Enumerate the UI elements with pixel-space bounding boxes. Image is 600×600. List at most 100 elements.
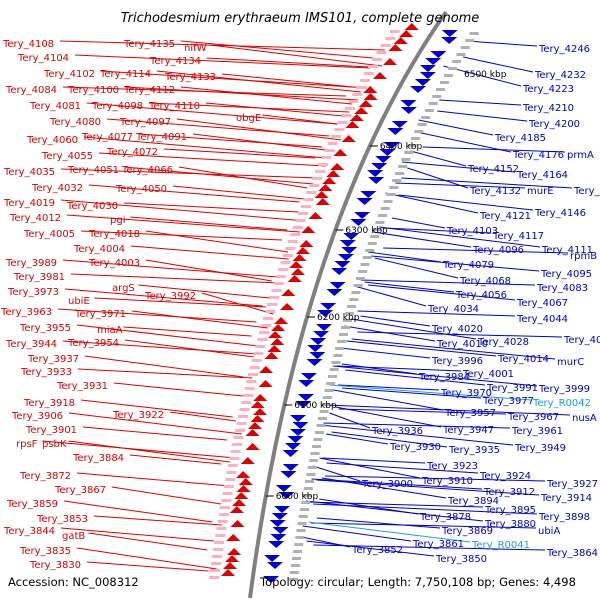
gene-label-forward[interactable]: Tery_3989 — [5, 258, 57, 269]
gene-label-reverse[interactable]: Tery_4132 — [469, 186, 521, 197]
gene-label-forward[interactable]: Tery_4050 — [115, 184, 167, 195]
gene-label-reverse[interactable]: Tery_3984 — [418, 372, 470, 383]
gene-label-forward[interactable]: Tery_4060 — [26, 135, 78, 146]
gene-label-reverse[interactable]: Tery_4014 — [497, 354, 549, 365]
gene-label-forward[interactable]: Tery_4035 — [3, 167, 55, 178]
gene-label-reverse[interactable]: Tery_4045 — [563, 335, 600, 346]
gene-label-forward[interactable]: Tery_4019 — [3, 198, 55, 209]
gene-label-reverse[interactable]: Tery_3878 — [419, 512, 471, 523]
gene-label-reverse[interactable]: murE — [527, 186, 554, 197]
gene-label-forward[interactable]: Tery_4081 — [29, 101, 81, 112]
gene-label-reverse[interactable]: Tery_4232 — [534, 70, 586, 81]
gene-label-forward[interactable]: Tery_3955 — [19, 323, 71, 334]
gene-label-forward[interactable]: gatB — [62, 531, 85, 542]
gene-label-forward[interactable]: Tery_4091 — [135, 132, 187, 143]
gene-label-forward[interactable]: Tery_3830 — [29, 560, 81, 571]
gene-label-forward[interactable]: nifW — [184, 43, 207, 54]
gene-label-reverse[interactable]: rpmB — [570, 251, 597, 262]
gene-label-reverse[interactable]: Tery_4034 — [427, 304, 479, 315]
gene-label-reverse[interactable]: Tery_4068 — [459, 276, 511, 287]
gene-label-forward[interactable]: miaA — [97, 325, 123, 336]
gene-label-reverse[interactable]: Tery_3923 — [426, 461, 478, 472]
gene-label-reverse[interactable]: Tery_4020 — [431, 324, 483, 335]
gene-label-forward[interactable]: Tery_4112 — [123, 85, 175, 96]
gene-label-reverse[interactable]: Tery_3852 — [351, 545, 403, 556]
gene-label-forward[interactable]: Tery_4097 — [119, 117, 171, 128]
gene-label-reverse[interactable]: Tery_R0042 — [532, 398, 591, 409]
gene-label-forward[interactable]: Tery_4108 — [2, 39, 54, 50]
gene-label-reverse[interactable]: Tery_3912 — [483, 487, 535, 498]
gene-label-forward[interactable]: Tery_4135 — [123, 39, 175, 50]
gene-label-reverse[interactable]: Tery_4152 — [467, 164, 519, 175]
gene-label-forward[interactable]: Tery_3992 — [144, 291, 196, 302]
gene-label-reverse[interactable]: Tery_3861 — [412, 539, 464, 550]
gene-label-reverse[interactable]: Tery_3898 — [538, 512, 590, 523]
gene-label-reverse[interactable]: Tery_4210 — [522, 103, 574, 114]
gene-label-reverse[interactable]: Tery_4067 — [516, 298, 568, 309]
gene-label-reverse[interactable]: Tery_3895 — [484, 505, 536, 516]
gene-label-reverse[interactable]: Tery_3880 — [484, 519, 536, 530]
gene-label-forward[interactable]: rpsF — [16, 439, 38, 450]
gene-label-forward[interactable]: Tery_3872 — [19, 471, 71, 482]
gene-label-forward[interactable]: Tery_4032 — [31, 183, 83, 194]
gene-label-reverse[interactable]: Tery_4083 — [536, 283, 588, 294]
gene-label-reverse[interactable]: Tery_4176 — [512, 150, 564, 161]
gene-label-reverse[interactable]: murC — [557, 357, 584, 368]
gene-label-reverse[interactable]: Tery_3949 — [514, 443, 566, 454]
gene-label-reverse[interactable]: nusA — [572, 413, 597, 424]
gene-label-reverse[interactable]: Tery_3936 — [371, 426, 423, 437]
gene-label-reverse[interactable]: Tery_4079 — [442, 260, 494, 271]
gene-label-forward[interactable]: Tery_3973 — [7, 287, 59, 298]
gene-label-forward[interactable]: Tery_4066 — [121, 165, 173, 176]
gene-label-reverse[interactable]: Tery_3927 — [546, 479, 598, 490]
gene-label-forward[interactable]: Tery_3944 — [5, 339, 57, 350]
gene-label-forward[interactable]: Tery_3859 — [6, 499, 58, 510]
gene-label-reverse[interactable]: Tery_4200 — [528, 119, 580, 130]
gene-label-reverse[interactable]: Tery_4044 — [516, 314, 568, 325]
gene-label-reverse[interactable]: Tery_4028 — [477, 337, 529, 348]
gene-label-forward[interactable]: Tery_3954 — [67, 338, 119, 349]
gene-label-forward[interactable]: Tery_3971 — [74, 309, 126, 320]
gene-label-forward[interactable]: Tery_3918 — [23, 398, 75, 409]
gene-label-reverse[interactable]: Tery_4117 — [492, 231, 544, 242]
gene-label-reverse[interactable]: Tery_4001 — [462, 369, 514, 380]
gene-label-reverse[interactable]: Tery_4010 — [436, 339, 488, 350]
gene-label-forward[interactable]: Tery_4104 — [17, 53, 69, 64]
gene-label-forward[interactable]: Tery_4134 — [149, 56, 201, 67]
gene-label-forward[interactable]: ubiE — [68, 296, 90, 307]
gene-label-reverse[interactable]: Tery_4103 — [446, 226, 498, 237]
gene-label-reverse[interactable]: Tery_4162 — [573, 186, 600, 197]
gene-label-forward[interactable]: Tery_3931 — [56, 381, 108, 392]
gene-label-reverse[interactable]: Tery_3991 — [486, 383, 538, 394]
gene-label-reverse[interactable]: Tery_3864 — [546, 548, 598, 559]
gene-label-reverse[interactable]: Tery_4111 — [541, 245, 593, 256]
gene-label-reverse[interactable]: Tery_4185 — [494, 133, 546, 144]
gene-label-forward[interactable]: Tery_4003 — [88, 258, 140, 269]
gene-label-forward[interactable]: Tery_4110 — [148, 101, 200, 112]
gene-label-forward[interactable]: Tery_3853 — [36, 514, 88, 525]
gene-label-forward[interactable]: Tery_3937 — [27, 354, 79, 365]
gene-label-forward[interactable]: Tery_3933 — [20, 367, 72, 378]
gene-label-forward[interactable]: Tery_4051 — [67, 165, 119, 176]
gene-label-reverse[interactable]: Tery_3935 — [448, 445, 500, 456]
gene-label-reverse[interactable]: Tery_4246 — [538, 44, 590, 55]
gene-label-forward[interactable]: obgE — [236, 113, 261, 124]
gene-label-reverse[interactable]: Tery_3869 — [441, 526, 493, 537]
gene-label-forward[interactable]: Tery_3867 — [54, 485, 106, 496]
gene-label-forward[interactable]: argS — [112, 283, 135, 294]
gene-label-reverse[interactable]: Tery_3930 — [389, 442, 441, 453]
gene-label-forward[interactable]: Tery_4102 — [43, 69, 95, 80]
gene-label-forward[interactable]: Tery_3906 — [11, 411, 63, 422]
gene-label-reverse[interactable]: Tery_3970 — [440, 388, 492, 399]
gene-label-forward[interactable]: Tery_4084 — [5, 85, 57, 96]
gene-label-reverse[interactable]: Tery_3894 — [447, 496, 499, 507]
gene-label-forward[interactable]: Tery_4030 — [66, 201, 118, 212]
gene-label-reverse[interactable]: Tery_4096 — [472, 245, 524, 256]
gene-label-forward[interactable]: Tery_4077 — [81, 132, 133, 143]
gene-label-forward[interactable]: Tery_3901 — [25, 425, 77, 436]
gene-label-forward[interactable]: Tery_4004 — [73, 244, 125, 255]
gene-label-forward[interactable]: Tery_4098 — [91, 101, 143, 112]
gene-label-forward[interactable]: Tery_3884 — [72, 453, 124, 464]
gene-label-reverse[interactable]: Tery_4146 — [534, 208, 586, 219]
gene-label-reverse[interactable]: Tery_3914 — [540, 493, 592, 504]
